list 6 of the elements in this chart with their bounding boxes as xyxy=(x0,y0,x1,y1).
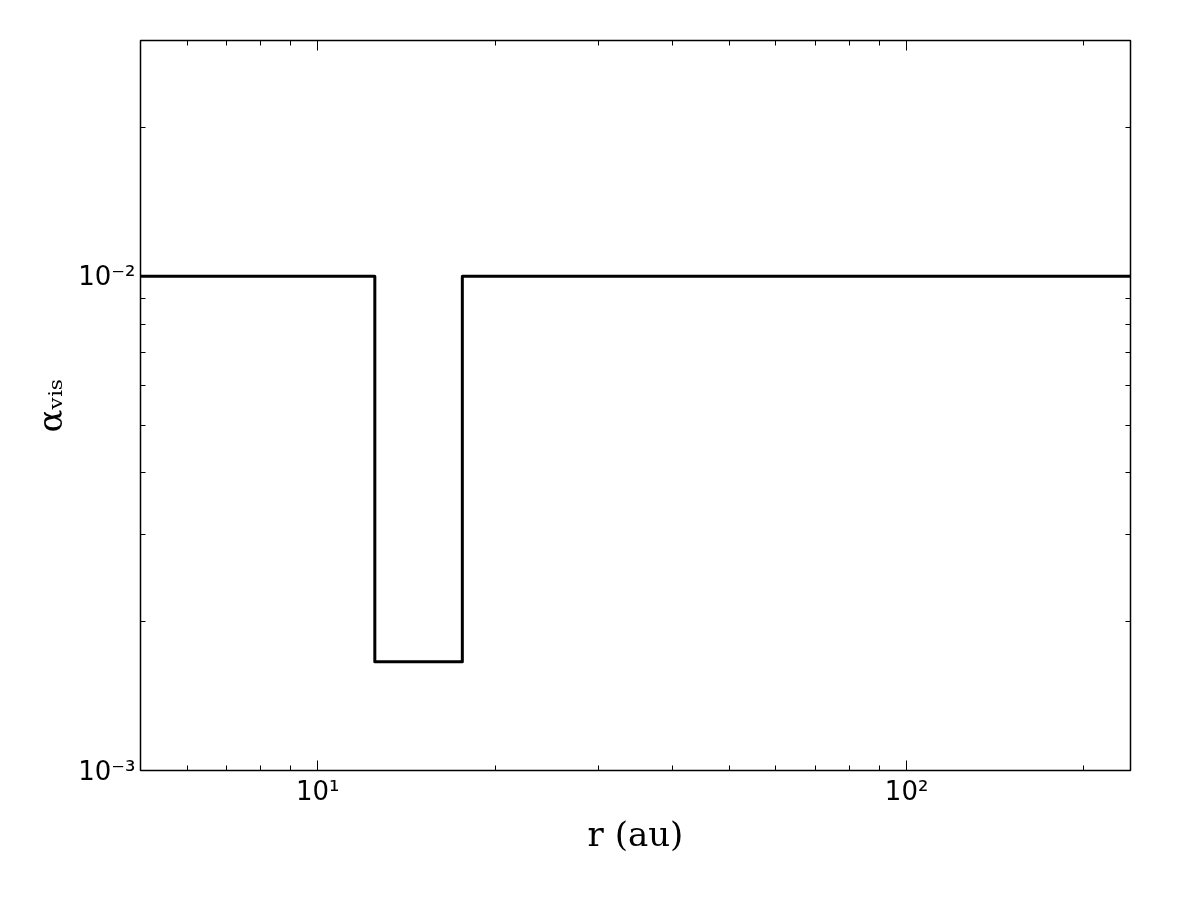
y-tick-label: 10⁻² xyxy=(78,261,136,292)
x-axis-title: r (au) xyxy=(587,813,684,854)
y-tick-label: 10⁻³ xyxy=(78,755,136,786)
x-tick-label: 10² xyxy=(884,775,929,806)
y-axis-title: αᵥᵢₛ xyxy=(30,378,71,433)
x-tick-label: 10¹ xyxy=(296,775,340,806)
